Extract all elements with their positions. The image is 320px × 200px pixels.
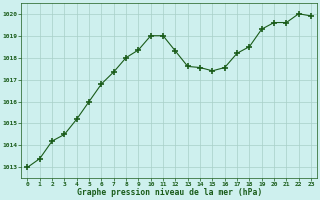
X-axis label: Graphe pression niveau de la mer (hPa): Graphe pression niveau de la mer (hPa) xyxy=(76,188,262,197)
